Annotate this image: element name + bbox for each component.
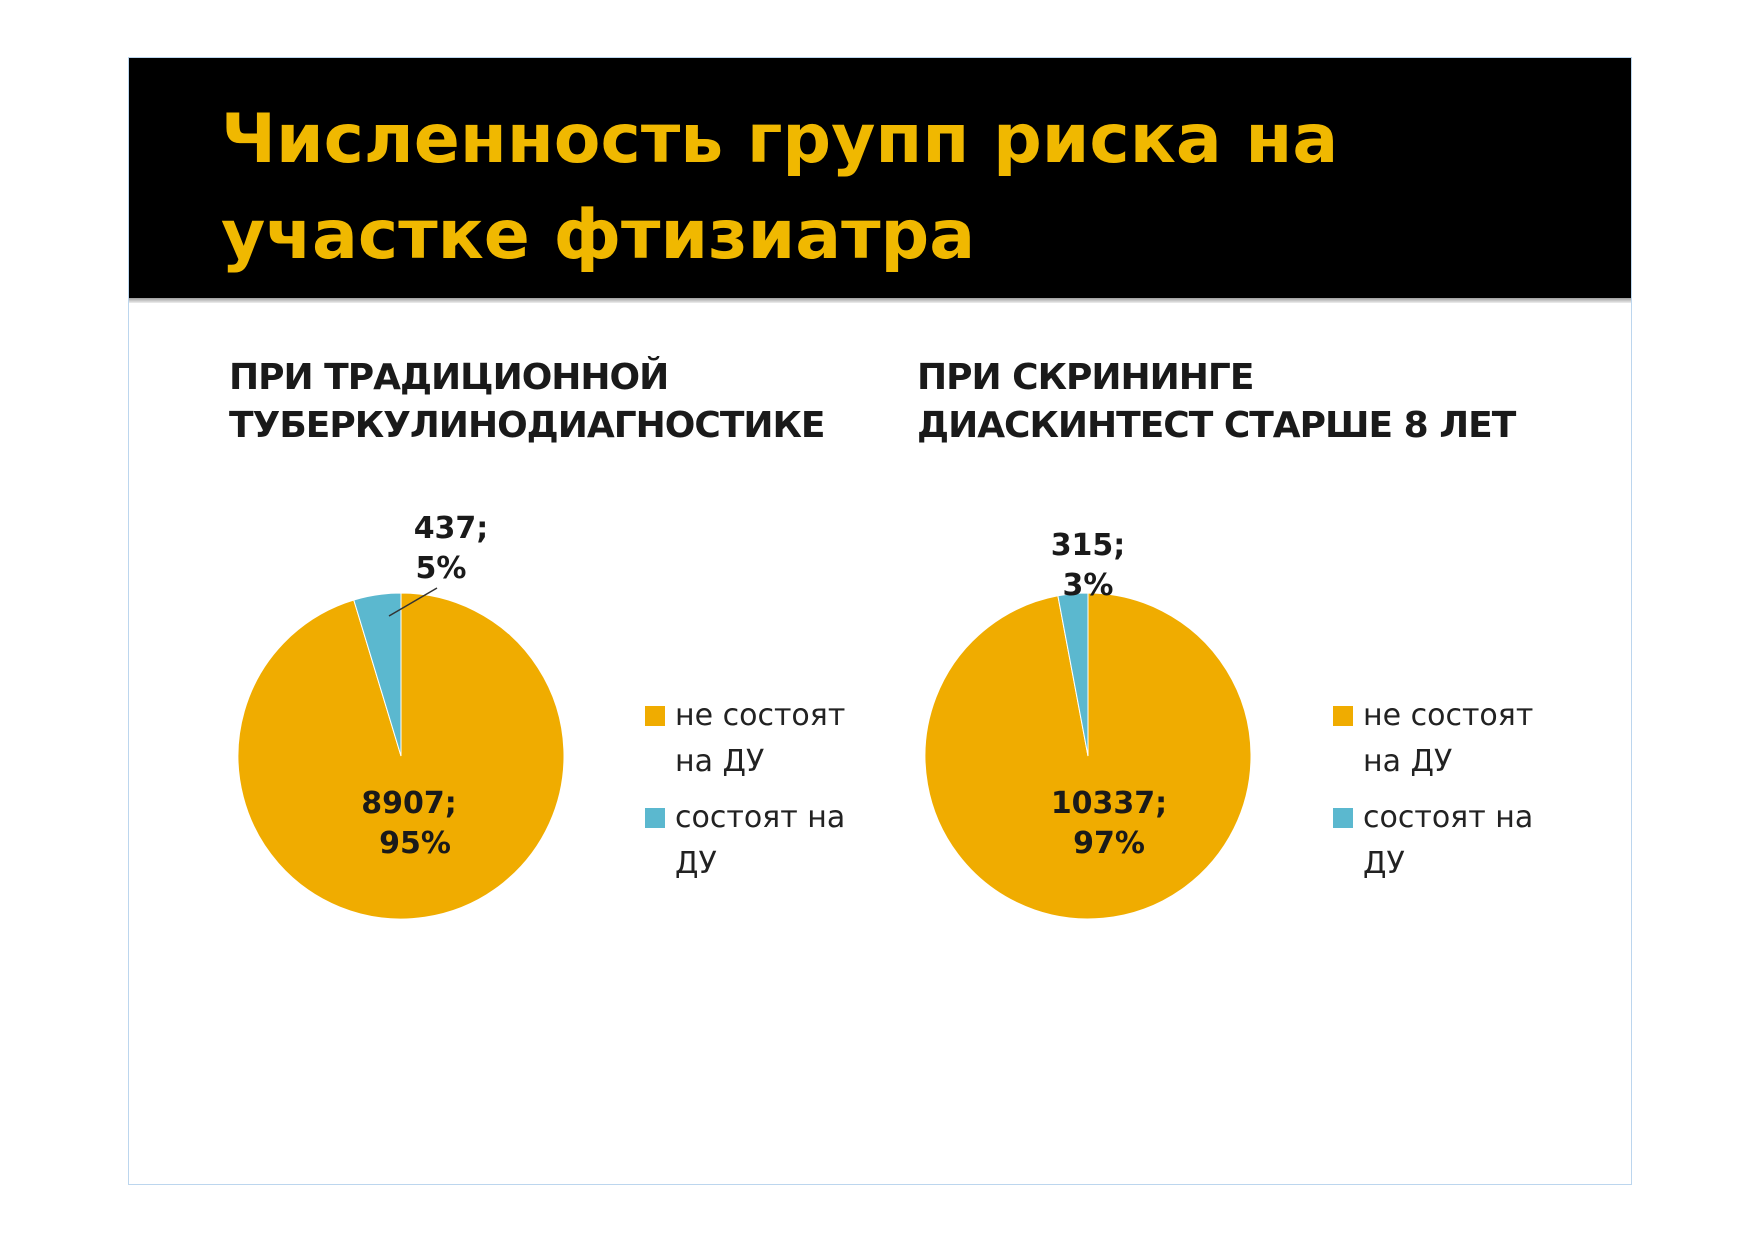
data-label-registered: 3% <box>1063 568 1114 603</box>
slide: Численность групп риска на участке фтизи… <box>128 57 1632 1185</box>
data-label-registered: 437; <box>414 511 489 546</box>
legend-item-registered: состоят на ДУ <box>1333 795 1563 887</box>
chart-title-traditional-line-1: ПРИ ТРАДИЦИОННОЙ <box>229 357 669 398</box>
legend-swatch-orange <box>645 706 665 726</box>
chart-title-traditional: ПРИ ТРАДИЦИОННОЙ ТУБЕРКУЛИНОДИАГНОСТИКЕ <box>229 354 826 450</box>
slide-title-line-2: участке фтизиатра <box>221 196 976 275</box>
data-label-not-registered: 10337; <box>1051 786 1167 821</box>
legend-item-not-registered: не состоят на ДУ <box>645 693 875 785</box>
legend-label: состоят на ДУ <box>1363 800 1534 881</box>
pie-chart-traditional: 8907; 95% 437; 5% <box>237 511 565 920</box>
data-label-not-registered: 97% <box>1073 826 1145 861</box>
legend-item-not-registered: не состоят на ДУ <box>1333 693 1563 785</box>
legend-swatch-blue <box>1333 808 1353 828</box>
chart-title-traditional-line-2: ТУБЕРКУЛИНОДИАГНОСТИКЕ <box>229 405 826 446</box>
legend-swatch-orange <box>1333 706 1353 726</box>
pie-chart-screening: 10337; 97% 315; 3% <box>924 528 1252 920</box>
slide-title-line-1: Численность групп риска на <box>221 100 1339 179</box>
chart-title-screening-line-1: ПРИ СКРИНИНГЕ <box>917 357 1254 398</box>
title-divider <box>129 298 1631 303</box>
legend-item-registered: состоят на ДУ <box>645 795 875 887</box>
data-label-registered: 5% <box>416 551 467 586</box>
data-label-registered: 315; <box>1051 528 1126 563</box>
title-bar: Численность групп риска на участке фтизи… <box>129 58 1631 298</box>
label-leader-line <box>388 587 438 617</box>
slide-title: Численность групп риска на участке фтизи… <box>221 92 1521 284</box>
legend-label: состоят на ДУ <box>675 800 846 881</box>
legend-label: не состоят на ДУ <box>1363 698 1534 779</box>
chart-title-screening: ПРИ СКРИНИНГЕ ДИАСКИНТЕСТ СТАРШЕ 8 ЛЕТ <box>917 354 1516 450</box>
legend-swatch-blue <box>645 808 665 828</box>
data-label-not-registered: 95% <box>379 826 451 861</box>
pie-slice-registered <box>353 592 402 757</box>
pie-slice-registered <box>1057 592 1089 757</box>
legend-label: не состоят на ДУ <box>675 698 846 779</box>
legend-screening: не состоят на ДУ состоят на ДУ <box>1333 693 1563 897</box>
chart-title-screening-line-2: ДИАСКИНТЕСТ СТАРШЕ 8 ЛЕТ <box>917 405 1516 446</box>
data-label-not-registered: 8907; <box>361 786 457 821</box>
legend-traditional: не состоят на ДУ состоят на ДУ <box>645 693 875 897</box>
